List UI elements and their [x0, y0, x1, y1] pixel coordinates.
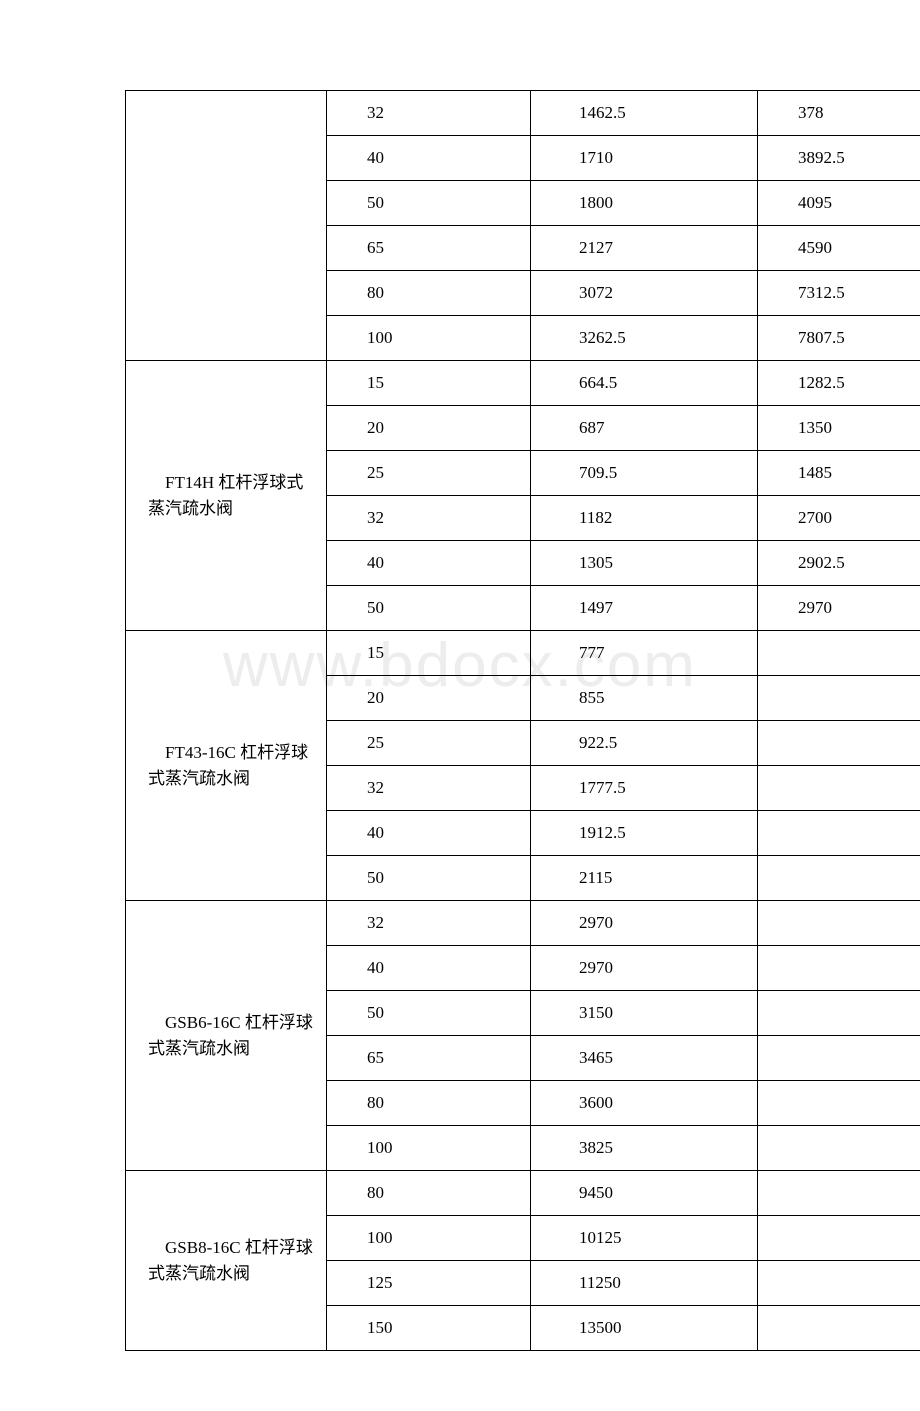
value-a-cell: 922.5	[531, 721, 758, 766]
value-a-cell: 3072	[531, 271, 758, 316]
spec-cell: 65	[327, 226, 531, 271]
spec-cell: 80	[327, 271, 531, 316]
spec-cell: 40	[327, 136, 531, 181]
product-name-cell: FT14H 杠杆浮球式蒸汽疏水阀	[126, 361, 327, 631]
product-name-cell: FT43-16C 杠杆浮球式蒸汽疏水阀	[126, 631, 327, 901]
value-b-cell	[758, 856, 920, 901]
spec-cell: 40	[327, 811, 531, 856]
value-a-cell: 1777.5	[531, 766, 758, 811]
document-page: www.bdocx.com 321462.53784017103892.5501…	[0, 0, 920, 1411]
value-a-cell: 1462.5	[531, 91, 758, 136]
value-b-cell	[758, 1261, 920, 1306]
spec-cell: 50	[327, 991, 531, 1036]
value-b-cell: 7312.5	[758, 271, 920, 316]
value-b-cell	[758, 991, 920, 1036]
value-b-cell	[758, 1126, 920, 1171]
valve-price-table: 321462.53784017103892.550180040956521274…	[125, 90, 920, 1351]
value-b-cell	[758, 811, 920, 856]
spec-cell: 25	[327, 451, 531, 496]
spec-cell: 25	[327, 721, 531, 766]
value-b-cell: 4590	[758, 226, 920, 271]
value-b-cell: 4095	[758, 181, 920, 226]
value-b-cell	[758, 1171, 920, 1216]
value-b-cell: 3892.5	[758, 136, 920, 181]
value-b-cell: 378	[758, 91, 920, 136]
value-a-cell: 9450	[531, 1171, 758, 1216]
spec-cell: 15	[327, 631, 531, 676]
value-b-cell	[758, 1036, 920, 1081]
value-b-cell: 2700	[758, 496, 920, 541]
spec-cell: 100	[327, 1126, 531, 1171]
spec-cell: 65	[327, 1036, 531, 1081]
value-a-cell: 2970	[531, 946, 758, 991]
spec-cell: 50	[327, 586, 531, 631]
value-a-cell: 687	[531, 406, 758, 451]
value-b-cell	[758, 1216, 920, 1261]
value-a-cell: 777	[531, 631, 758, 676]
value-b-cell	[758, 946, 920, 991]
spec-cell: 80	[327, 1081, 531, 1126]
spec-cell: 32	[327, 91, 531, 136]
value-a-cell: 3825	[531, 1126, 758, 1171]
value-b-cell	[758, 1081, 920, 1126]
spec-cell: 50	[327, 856, 531, 901]
value-a-cell: 11250	[531, 1261, 758, 1306]
value-a-cell: 2127	[531, 226, 758, 271]
value-b-cell: 1485	[758, 451, 920, 496]
spec-cell: 150	[327, 1306, 531, 1351]
spec-cell: 20	[327, 676, 531, 721]
value-a-cell: 855	[531, 676, 758, 721]
value-a-cell: 10125	[531, 1216, 758, 1261]
spec-cell: 50	[327, 181, 531, 226]
value-b-cell	[758, 676, 920, 721]
product-name-cell: GSB6-16C 杠杆浮球式蒸汽疏水阀	[126, 901, 327, 1171]
spec-cell: 32	[327, 901, 531, 946]
value-a-cell: 1182	[531, 496, 758, 541]
table-row: GSB8-16C 杠杆浮球式蒸汽疏水阀809450	[126, 1171, 920, 1216]
spec-cell: 125	[327, 1261, 531, 1306]
spec-cell: 40	[327, 946, 531, 991]
value-b-cell	[758, 766, 920, 811]
value-a-cell: 3150	[531, 991, 758, 1036]
spec-cell: 15	[327, 361, 531, 406]
table-row: GSB6-16C 杠杆浮球式蒸汽疏水阀322970	[126, 901, 920, 946]
value-b-cell	[758, 631, 920, 676]
spec-cell: 100	[327, 316, 531, 361]
value-b-cell	[758, 901, 920, 946]
value-a-cell: 3465	[531, 1036, 758, 1081]
value-a-cell: 1305	[531, 541, 758, 586]
value-a-cell: 2115	[531, 856, 758, 901]
spec-cell: 20	[327, 406, 531, 451]
value-a-cell: 709.5	[531, 451, 758, 496]
value-a-cell: 13500	[531, 1306, 758, 1351]
spec-cell: 32	[327, 496, 531, 541]
value-a-cell: 1800	[531, 181, 758, 226]
product-name-cell	[126, 91, 327, 361]
value-b-cell: 1350	[758, 406, 920, 451]
table-row: 321462.5378	[126, 91, 920, 136]
spec-cell: 100	[327, 1216, 531, 1261]
value-b-cell	[758, 1306, 920, 1351]
value-a-cell: 1912.5	[531, 811, 758, 856]
value-a-cell: 664.5	[531, 361, 758, 406]
product-name-cell: GSB8-16C 杠杆浮球式蒸汽疏水阀	[126, 1171, 327, 1351]
table-row: FT43-16C 杠杆浮球式蒸汽疏水阀15777	[126, 631, 920, 676]
value-a-cell: 3600	[531, 1081, 758, 1126]
value-a-cell: 1710	[531, 136, 758, 181]
spec-cell: 80	[327, 1171, 531, 1216]
spec-cell: 32	[327, 766, 531, 811]
spec-cell: 40	[327, 541, 531, 586]
value-b-cell	[758, 721, 920, 766]
value-b-cell: 7807.5	[758, 316, 920, 361]
value-a-cell: 3262.5	[531, 316, 758, 361]
table-row: FT14H 杠杆浮球式蒸汽疏水阀15664.51282.5	[126, 361, 920, 406]
value-a-cell: 2970	[531, 901, 758, 946]
value-b-cell: 2902.5	[758, 541, 920, 586]
value-b-cell: 1282.5	[758, 361, 920, 406]
value-b-cell: 2970	[758, 586, 920, 631]
value-a-cell: 1497	[531, 586, 758, 631]
